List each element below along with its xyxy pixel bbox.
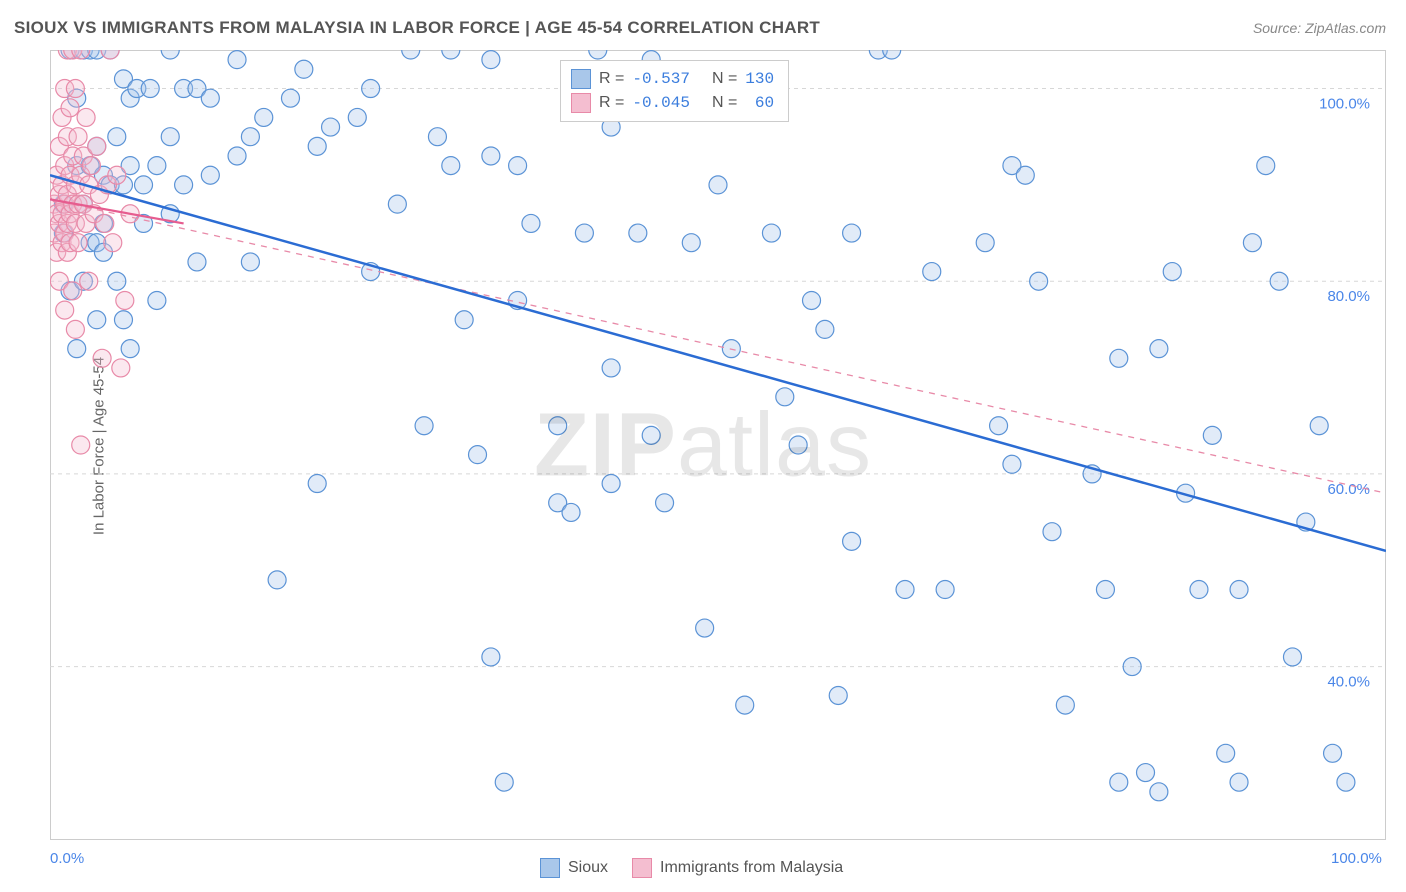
scatter-chart: 40.0% 60.0% 80.0% 100.0% [50, 50, 1386, 840]
swatch-sioux [540, 858, 560, 878]
svg-text:40.0%: 40.0% [1327, 674, 1370, 691]
swatch-malaysia [571, 93, 591, 113]
chart-title: SIOUX VS IMMIGRANTS FROM MALAYSIA IN LAB… [14, 18, 820, 38]
legend-label-malaysia: Immigrants from Malaysia [660, 859, 843, 877]
source-value: ZipAtlas.com [1305, 20, 1386, 36]
n-value-sioux: 130 [745, 70, 774, 88]
svg-text:60.0%: 60.0% [1327, 481, 1370, 498]
legend-item-malaysia: Immigrants from Malaysia [632, 858, 843, 878]
svg-text:100.0%: 100.0% [1319, 96, 1370, 113]
legend-label-sioux: Sioux [568, 859, 608, 877]
x-tick-label: 100.0% [1331, 850, 1382, 867]
source-label: Source: [1253, 20, 1301, 36]
legend-item-sioux: Sioux [540, 858, 608, 878]
swatch-sioux [571, 69, 591, 89]
r-label: R = [599, 94, 624, 112]
n-value-malaysia: 60 [745, 94, 774, 112]
r-value-malaysia: -0.045 [632, 94, 690, 112]
correlation-legend: R = -0.537 N = 130 R = -0.045 N = 60 [560, 60, 789, 122]
legend-row-malaysia: R = -0.045 N = 60 [571, 91, 774, 115]
n-label: N = [712, 94, 737, 112]
legend-row-sioux: R = -0.537 N = 130 [571, 67, 774, 91]
source-credit: Source: ZipAtlas.com [1253, 20, 1386, 36]
x-tick-label: 0.0% [50, 850, 84, 867]
r-label: R = [599, 70, 624, 88]
series-legend: Sioux Immigrants from Malaysia [540, 858, 843, 878]
n-label: N = [712, 70, 737, 88]
r-value-sioux: -0.537 [632, 70, 690, 88]
swatch-malaysia [632, 858, 652, 878]
svg-text:80.0%: 80.0% [1327, 288, 1370, 305]
